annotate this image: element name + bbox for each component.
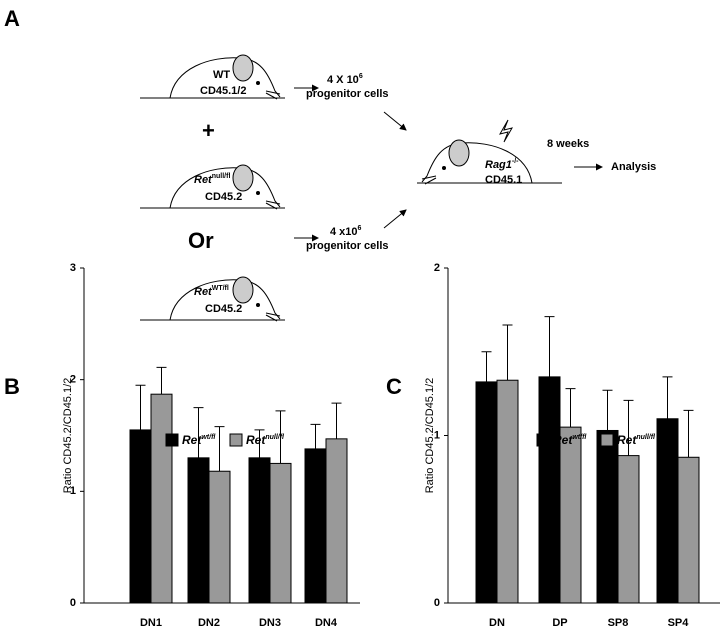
error-bar <box>275 410 286 464</box>
x-tick-label: DP <box>552 617 567 629</box>
bar <box>269 462 292 604</box>
y-tick-label: 1 <box>434 429 440 441</box>
donor-marker: CD45.2 <box>205 303 242 315</box>
irradiation <box>498 119 514 143</box>
donor-name: RetWT/fl <box>194 285 229 298</box>
donor-name: Retnull/fl <box>194 173 230 186</box>
bar <box>596 429 619 604</box>
bar <box>538 376 561 604</box>
error-bar <box>214 426 225 472</box>
bar <box>496 379 519 604</box>
y-tick-label: 2 <box>70 374 76 386</box>
error-bar <box>565 388 576 428</box>
error-bar <box>310 423 321 449</box>
bar <box>187 457 210 604</box>
plus: + <box>202 118 215 143</box>
cell-label: progenitor cells <box>306 240 389 252</box>
panel-label: C <box>386 374 402 399</box>
or: Or <box>188 228 214 253</box>
error-bar <box>623 399 634 456</box>
panel-label: B <box>4 374 20 399</box>
error-bar <box>683 409 694 458</box>
error-bar <box>544 316 555 377</box>
legend-swatch <box>536 433 550 447</box>
legend-swatch <box>229 433 243 447</box>
recipient-marker: CD45.1 <box>485 174 522 186</box>
y-tick-label: 1 <box>70 485 76 497</box>
error-bar <box>193 407 204 458</box>
error-bar <box>156 366 167 395</box>
bar <box>150 393 173 604</box>
bar <box>248 457 271 604</box>
outcome: Analysis <box>611 161 656 173</box>
legend-swatch <box>600 433 614 447</box>
x-tick-label: SP4 <box>668 617 690 629</box>
cell-count: 4 X 106 <box>327 73 363 86</box>
error-bar <box>662 376 673 419</box>
y-tick-label: 3 <box>70 262 76 274</box>
diagram: A WT CD45.1/2 + Retnull/fl CD45.2 Or Ret… <box>4 6 656 322</box>
arrow <box>383 209 407 229</box>
x-tick-label: SP8 <box>608 617 629 629</box>
error-bar <box>135 384 146 430</box>
y-tick-label: 0 <box>70 597 76 609</box>
y-tick-label: 2 <box>434 262 440 274</box>
x-tick-label: DN3 <box>259 617 281 629</box>
error-bar <box>254 429 265 458</box>
panel-label: A <box>4 6 20 31</box>
duration: 8 weeks <box>547 138 589 150</box>
y-tick-label: 0 <box>434 597 440 609</box>
bar <box>617 455 640 604</box>
cell-count: 4 x106 <box>330 225 362 238</box>
x-tick-label: DN4 <box>315 617 338 629</box>
error-bar <box>481 351 492 382</box>
bar <box>559 426 582 604</box>
bar <box>208 470 231 604</box>
error-bar <box>602 389 613 431</box>
legend-label: Retnull/fl <box>617 433 656 447</box>
bar <box>656 418 679 604</box>
y-axis-label: Ratio CD45.2/CD45.1/2 <box>62 378 74 494</box>
bar <box>475 381 498 604</box>
recipient-name: Rag1-/- <box>485 158 519 171</box>
bar <box>325 438 348 604</box>
x-tick-label: DN2 <box>198 617 220 629</box>
bar <box>677 456 700 604</box>
legend-swatch <box>165 433 179 447</box>
legend-label: Retwt/fl <box>182 433 216 447</box>
y-axis-label: Ratio CD45.2/CD45.1/2 <box>424 378 436 494</box>
cell-label: progenitor cells <box>306 88 389 100</box>
donor-marker: CD45.2 <box>205 191 242 203</box>
donor-marker: CD45.1/2 <box>200 85 246 97</box>
x-tick-label: DN <box>489 617 505 629</box>
arrow <box>383 111 407 131</box>
bar <box>129 429 152 604</box>
legend-label: Retwt/fl <box>553 433 587 447</box>
legend-label: Retnull/fl <box>246 433 285 447</box>
x-tick-label: DN1 <box>140 617 162 629</box>
error-bar <box>331 402 342 439</box>
error-bar <box>502 324 513 381</box>
bar <box>304 448 327 604</box>
donor-name: WT <box>213 69 230 81</box>
